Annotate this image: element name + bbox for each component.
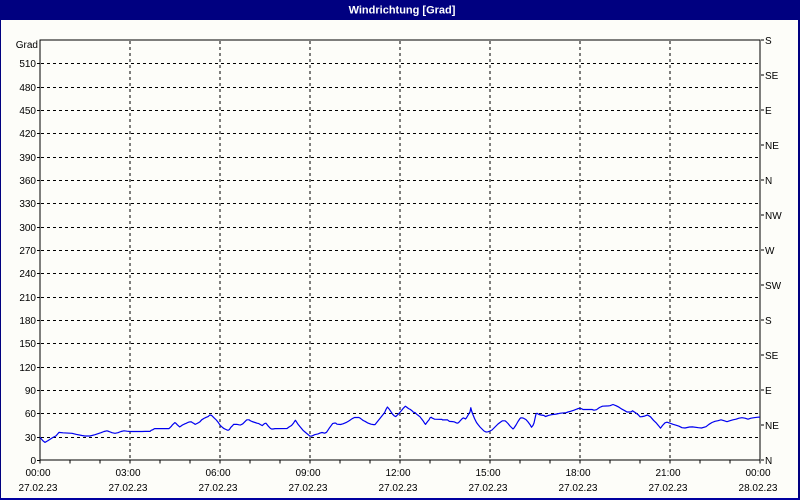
svg-text:360: 360 xyxy=(19,176,36,187)
svg-text:30: 30 xyxy=(25,433,37,444)
svg-text:NW: NW xyxy=(765,211,782,222)
svg-text:330: 330 xyxy=(19,199,36,210)
svg-text:12:00: 12:00 xyxy=(385,468,410,479)
svg-text:SW: SW xyxy=(765,281,782,292)
svg-text:Grad: Grad xyxy=(16,40,38,51)
svg-text:21:00: 21:00 xyxy=(655,468,680,479)
svg-text:Windrichtung [Grad]: Windrichtung [Grad] xyxy=(349,5,456,17)
svg-text:W: W xyxy=(765,246,775,257)
svg-text:NE: NE xyxy=(765,421,779,432)
svg-text:420: 420 xyxy=(19,129,36,140)
svg-text:SE: SE xyxy=(765,351,779,362)
svg-text:27.02.23: 27.02.23 xyxy=(199,483,238,494)
svg-text:00:00: 00:00 xyxy=(745,468,770,479)
svg-text:NE: NE xyxy=(765,141,779,152)
svg-text:E: E xyxy=(765,106,772,117)
svg-text:15:00: 15:00 xyxy=(475,468,500,479)
svg-text:510: 510 xyxy=(19,59,36,70)
svg-text:27.02.23: 27.02.23 xyxy=(559,483,598,494)
svg-text:150: 150 xyxy=(19,339,36,350)
svg-text:27.02.23: 27.02.23 xyxy=(379,483,418,494)
svg-text:03:00: 03:00 xyxy=(115,468,140,479)
svg-text:27.02.23: 27.02.23 xyxy=(649,483,688,494)
svg-text:N: N xyxy=(765,176,772,187)
svg-text:SE: SE xyxy=(765,71,779,82)
svg-text:00:00: 00:00 xyxy=(25,468,50,479)
svg-text:300: 300 xyxy=(19,223,36,234)
svg-text:18:00: 18:00 xyxy=(565,468,590,479)
svg-text:N: N xyxy=(765,456,772,467)
svg-text:390: 390 xyxy=(19,153,36,164)
svg-text:210: 210 xyxy=(19,293,36,304)
svg-text:27.02.23: 27.02.23 xyxy=(109,483,148,494)
svg-text:60: 60 xyxy=(25,409,37,420)
svg-text:S: S xyxy=(765,316,772,327)
svg-text:28.02.23: 28.02.23 xyxy=(739,483,778,494)
svg-text:180: 180 xyxy=(19,316,36,327)
svg-text:450: 450 xyxy=(19,106,36,117)
svg-text:0: 0 xyxy=(30,456,36,467)
svg-text:27.02.23: 27.02.23 xyxy=(469,483,508,494)
svg-text:240: 240 xyxy=(19,269,36,280)
svg-text:S: S xyxy=(765,36,772,47)
svg-text:E: E xyxy=(765,386,772,397)
svg-text:06:00: 06:00 xyxy=(205,468,230,479)
svg-text:480: 480 xyxy=(19,83,36,94)
svg-text:90: 90 xyxy=(25,386,37,397)
svg-text:27.02.23: 27.02.23 xyxy=(19,483,58,494)
svg-text:270: 270 xyxy=(19,246,36,257)
svg-text:27.02.23: 27.02.23 xyxy=(289,483,328,494)
svg-text:120: 120 xyxy=(19,363,36,374)
svg-text:09:00: 09:00 xyxy=(295,468,320,479)
